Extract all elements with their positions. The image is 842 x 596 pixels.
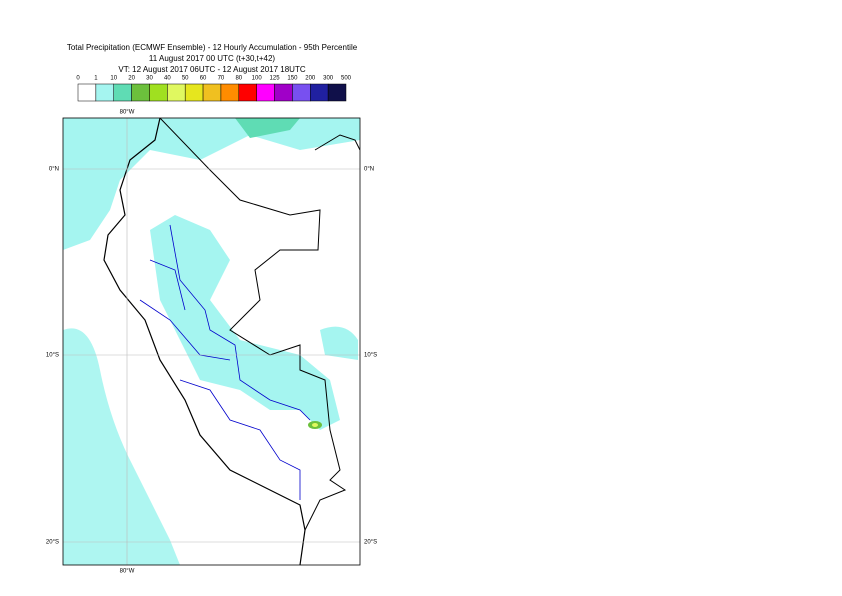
lat-label: 20°S <box>46 540 59 546</box>
colorbar-box <box>113 83 132 102</box>
colorbar-box <box>256 83 275 102</box>
colorbar-label: 50 <box>182 76 189 82</box>
lon-label: 80°W <box>120 569 135 575</box>
colorbar-box <box>77 83 97 102</box>
colorbar-box <box>95 83 114 102</box>
colorbar-box <box>310 83 329 102</box>
valid-time: VT: 12 August 2017 06UTC - 12 August 201… <box>118 65 305 74</box>
precip-area <box>235 118 300 138</box>
precip-area <box>63 118 360 250</box>
colorbar-label: 20 <box>128 76 135 82</box>
colorbar: 0 1 10 20 30 40 50 60 70 80 100 125 150 200 300 500 <box>76 76 352 102</box>
colorbar-box <box>238 83 257 102</box>
colorbar-box <box>131 83 150 102</box>
colorbar-label: 300 <box>323 76 334 82</box>
precip-area <box>150 215 340 430</box>
colorbar-box <box>149 83 168 102</box>
lat-label: 20°S <box>364 540 377 546</box>
colorbar-label: 125 <box>270 76 281 82</box>
border <box>159 118 360 531</box>
colorbar-label: 80 <box>235 76 242 82</box>
map <box>63 118 360 565</box>
base-time: 11 August 2017 00 UTC (t+30,t+42) <box>149 54 275 63</box>
colorbar-box <box>202 83 222 102</box>
region-border <box>139 224 311 500</box>
colorbar-label: 100 <box>252 76 263 82</box>
precip-area <box>312 423 318 427</box>
colorbar-label: 200 <box>305 76 316 82</box>
colorbar-label: 500 <box>341 76 352 82</box>
lat-label: 10°S <box>46 353 59 359</box>
colorbar-label: 0 <box>76 76 80 82</box>
colorbar-box <box>292 83 311 102</box>
precip-area <box>63 328 180 565</box>
colorbar-box <box>184 83 204 102</box>
colorbar-box <box>274 83 293 102</box>
lat-label: 10°S <box>364 353 377 359</box>
map-frame <box>62 117 361 566</box>
colorbar-label: 70 <box>218 76 225 82</box>
colorbar-label: 150 <box>287 76 298 82</box>
colorbar-label: 60 <box>200 76 207 82</box>
precip-area <box>320 326 358 360</box>
lon-label: 80°W <box>120 110 135 116</box>
colorbar-label: 1 <box>94 76 98 82</box>
colorbar-box <box>220 83 240 102</box>
lat-label: 0°N <box>364 167 374 173</box>
lat-label: 0°N <box>49 167 59 173</box>
title: Total Precipitation (ECMWF Ensemble) - 1… <box>67 43 358 52</box>
colorbar-label: 30 <box>146 76 153 82</box>
colorbar-box <box>167 83 186 102</box>
colorbar-box <box>327 83 347 102</box>
colorbar-label: 40 <box>164 76 171 82</box>
coastline <box>103 118 306 565</box>
colorbar-label: 10 <box>110 76 117 82</box>
